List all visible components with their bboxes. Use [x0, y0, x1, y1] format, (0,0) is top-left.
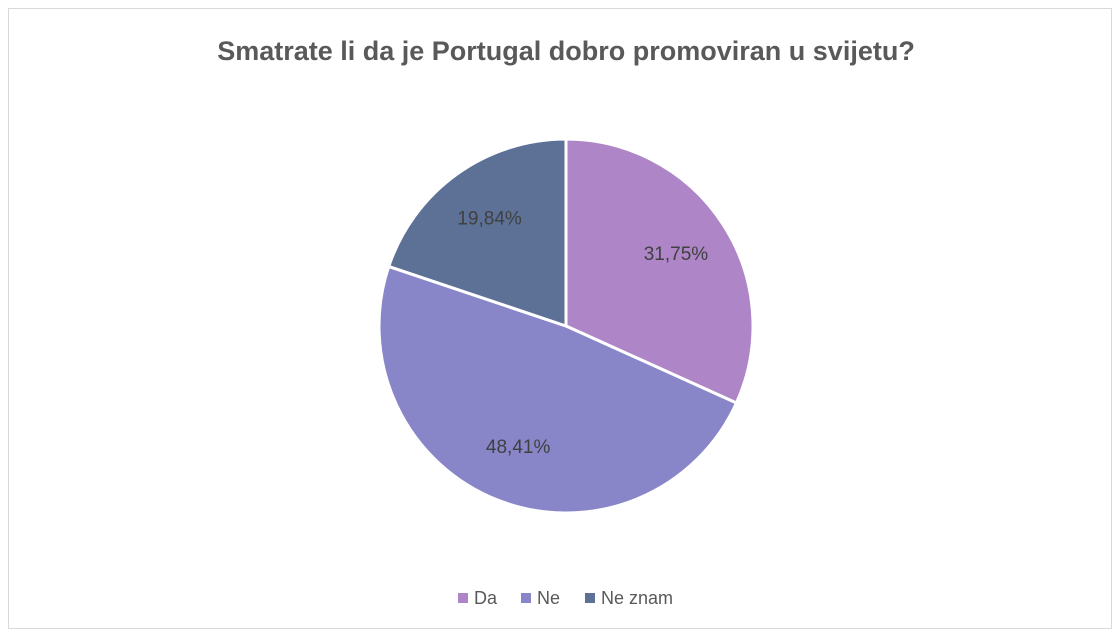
data-label: 19,84%	[457, 209, 522, 230]
legend-label: Da	[474, 588, 498, 608]
data-label: 31,75%	[644, 244, 709, 265]
data-label: 48,41%	[486, 437, 551, 458]
legend-swatch	[521, 593, 531, 603]
legend-label: Ne znam	[601, 588, 673, 608]
legend-swatch	[585, 593, 595, 603]
legend-swatch	[458, 593, 468, 603]
pie-slice	[377, 264, 739, 515]
pie-slice	[564, 137, 755, 405]
pie-slice	[386, 137, 568, 329]
legend-label: Ne	[537, 588, 560, 608]
chart-title: Smatrate li da je Portugal dobro promovi…	[217, 36, 915, 66]
